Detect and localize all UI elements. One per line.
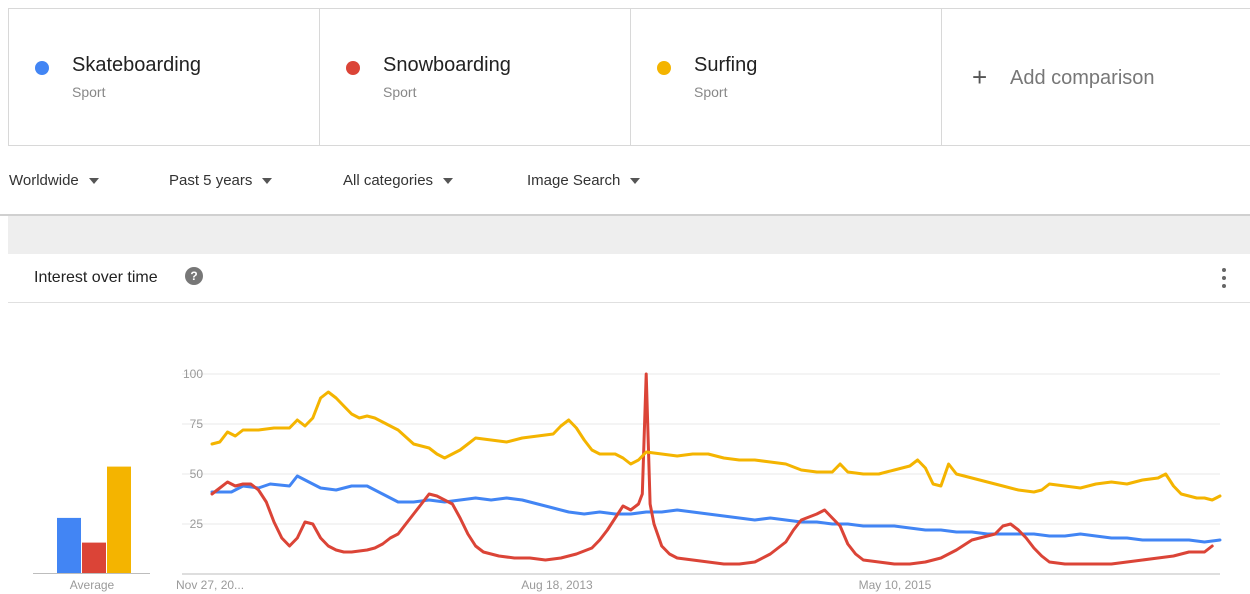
section-divider-band bbox=[8, 216, 1250, 254]
add-comparison-label: Add comparison bbox=[1010, 67, 1155, 89]
filter-bar: Worldwide Past 5 years All categories Im… bbox=[0, 146, 1250, 216]
average-bar-snowboarding bbox=[82, 542, 106, 573]
average-label: Average bbox=[70, 578, 115, 592]
term-kind: Sport bbox=[383, 84, 417, 100]
term-kind: Sport bbox=[72, 84, 106, 100]
average-bar-skateboarding bbox=[57, 517, 81, 573]
term-color-dot bbox=[346, 61, 360, 75]
filter-label: Worldwide bbox=[9, 172, 79, 189]
term-card-snowboarding[interactable]: Snowboarding Sport bbox=[319, 9, 630, 145]
filter-search-type-dropdown[interactable]: Image Search bbox=[527, 172, 641, 189]
filter-label: All categories bbox=[343, 172, 434, 189]
term-name: Skateboarding bbox=[72, 54, 201, 76]
more-vert-icon[interactable] bbox=[1218, 266, 1230, 290]
x-tick-label: May 10, 2015 bbox=[859, 578, 932, 592]
interest-over-time-header: Interest over time ? bbox=[8, 254, 1250, 303]
x-tick-label: Nov 27, 20... bbox=[176, 578, 244, 592]
filter-label: Image Search bbox=[527, 172, 621, 189]
term-name: Snowboarding bbox=[383, 54, 511, 76]
term-name: Surfing bbox=[694, 54, 758, 76]
help-icon[interactable]: ? bbox=[185, 267, 203, 285]
filter-region-dropdown[interactable]: Worldwide bbox=[9, 172, 99, 189]
average-bar-chart: Average bbox=[33, 466, 150, 592]
term-kind: Sport bbox=[694, 84, 728, 100]
interest-line-chart: 100 75 50 25 Nov 27, 20... Aug 18, 2013 May 10… bbox=[176, 367, 1222, 592]
caret-down-icon bbox=[443, 178, 454, 185]
x-tick-label: Aug 18, 2013 bbox=[521, 578, 593, 592]
filter-label: Past 5 years bbox=[169, 172, 253, 189]
add-comparison-button[interactable]: + Add comparison bbox=[941, 9, 1250, 145]
filter-time-dropdown[interactable]: Past 5 years bbox=[169, 172, 273, 189]
section-title: Interest over time bbox=[34, 269, 158, 286]
caret-down-icon bbox=[88, 178, 99, 185]
term-color-dot bbox=[657, 61, 671, 75]
y-tick-label: 100 bbox=[183, 367, 203, 381]
plus-icon: + bbox=[972, 62, 988, 92]
term-card-skateboarding[interactable]: Skateboarding Sport bbox=[8, 9, 319, 145]
y-tick-label: 50 bbox=[190, 467, 204, 481]
series-line-skateboarding bbox=[210, 474, 1222, 544]
series-line-snowboarding bbox=[210, 372, 1214, 566]
term-color-dot bbox=[35, 61, 49, 75]
filter-category-dropdown[interactable]: All categories bbox=[343, 172, 454, 189]
y-tick-label: 75 bbox=[190, 417, 204, 431]
caret-down-icon bbox=[262, 178, 273, 185]
y-tick-label: 25 bbox=[190, 517, 204, 531]
series-line-surfing bbox=[210, 390, 1222, 502]
caret-down-icon bbox=[630, 178, 641, 185]
average-bar-surfing bbox=[107, 466, 131, 573]
term-card-surfing[interactable]: Surfing Sport bbox=[630, 9, 941, 145]
comparison-terms: Skateboarding Sport Snowboarding Sport S… bbox=[8, 8, 1250, 146]
